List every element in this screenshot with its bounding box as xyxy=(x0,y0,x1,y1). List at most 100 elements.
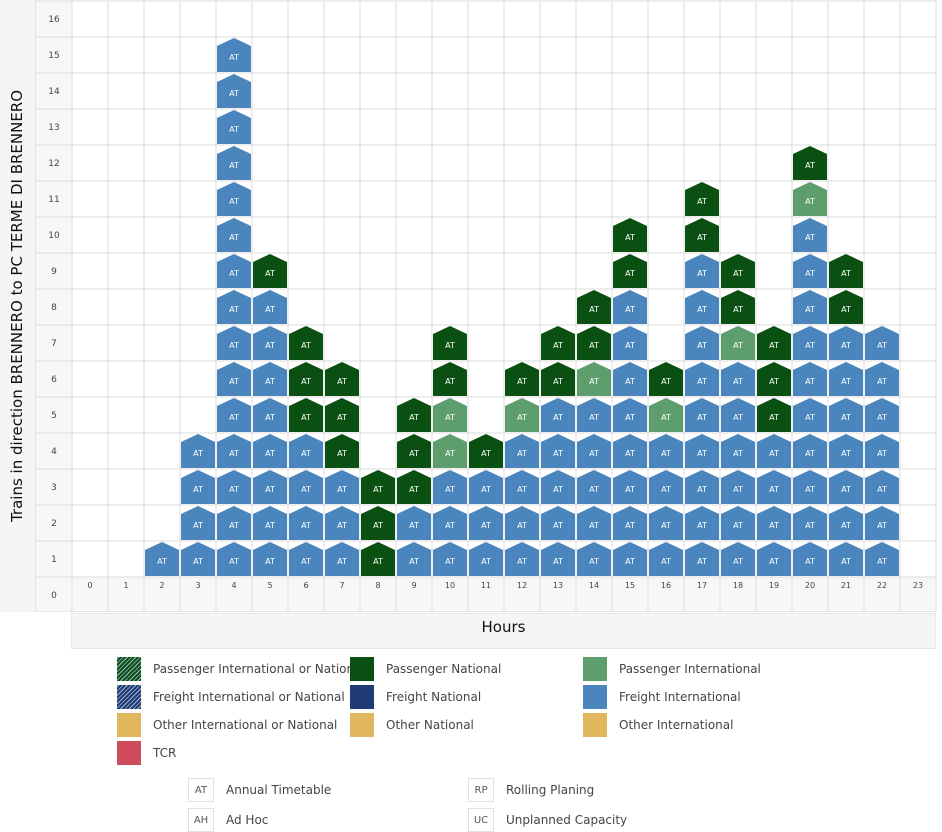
train-block[interactable]: AT xyxy=(217,146,251,180)
train-block[interactable]: AT xyxy=(469,506,503,540)
train-block[interactable]: AT xyxy=(469,434,503,468)
train-block[interactable]: AT xyxy=(865,542,899,576)
train-block[interactable]: AT xyxy=(145,542,179,576)
train-block[interactable]: AT xyxy=(577,290,611,324)
train-block[interactable]: AT xyxy=(541,470,575,504)
train-block[interactable]: AT xyxy=(577,542,611,576)
train-block[interactable]: AT xyxy=(217,38,251,72)
train-block[interactable]: AT xyxy=(505,506,539,540)
train-block[interactable]: AT xyxy=(325,434,359,468)
train-block[interactable]: AT xyxy=(469,542,503,576)
train-block[interactable]: AT xyxy=(253,254,287,288)
train-block[interactable]: AT xyxy=(685,218,719,252)
train-block[interactable]: AT xyxy=(865,506,899,540)
train-block[interactable]: AT xyxy=(721,506,755,540)
legend-item[interactable]: Freight International xyxy=(583,685,741,709)
train-block[interactable]: AT xyxy=(829,434,863,468)
train-block[interactable]: AT xyxy=(541,434,575,468)
train-block[interactable]: AT xyxy=(757,326,791,360)
train-block[interactable]: AT xyxy=(505,542,539,576)
train-block[interactable]: AT xyxy=(289,434,323,468)
train-block[interactable]: AT xyxy=(217,290,251,324)
train-block[interactable]: AT xyxy=(541,326,575,360)
train-block[interactable]: AT xyxy=(505,470,539,504)
train-block[interactable]: AT xyxy=(685,398,719,432)
train-block[interactable]: AT xyxy=(685,362,719,396)
train-block[interactable]: AT xyxy=(793,470,827,504)
train-block[interactable]: AT xyxy=(397,542,431,576)
train-block[interactable]: AT xyxy=(217,218,251,252)
train-block[interactable]: AT xyxy=(289,542,323,576)
train-block[interactable]: AT xyxy=(217,110,251,144)
train-block[interactable]: AT xyxy=(181,434,215,468)
train-block[interactable]: AT xyxy=(757,542,791,576)
train-block[interactable]: AT xyxy=(181,506,215,540)
train-block[interactable]: AT xyxy=(433,542,467,576)
train-block[interactable]: AT xyxy=(649,434,683,468)
legend-item[interactable]: Passenger International or National xyxy=(117,657,365,681)
train-block[interactable]: AT xyxy=(361,470,395,504)
legend-item[interactable]: Other International xyxy=(583,713,733,737)
train-block[interactable]: AT xyxy=(793,506,827,540)
train-block[interactable]: AT xyxy=(613,470,647,504)
train-block[interactable]: AT xyxy=(613,434,647,468)
train-block[interactable]: AT xyxy=(541,542,575,576)
train-block[interactable]: AT xyxy=(361,542,395,576)
train-block[interactable]: AT xyxy=(289,398,323,432)
train-block[interactable]: AT xyxy=(613,506,647,540)
train-block[interactable]: AT xyxy=(253,470,287,504)
train-block[interactable]: AT xyxy=(829,398,863,432)
train-block[interactable]: AT xyxy=(217,74,251,108)
train-block[interactable]: AT xyxy=(613,542,647,576)
train-block[interactable]: AT xyxy=(577,506,611,540)
train-block[interactable]: AT xyxy=(613,326,647,360)
train-block[interactable]: AT xyxy=(721,362,755,396)
train-block[interactable]: AT xyxy=(181,542,215,576)
train-block[interactable]: AT xyxy=(325,398,359,432)
train-block[interactable]: AT xyxy=(217,326,251,360)
train-block[interactable]: AT xyxy=(541,362,575,396)
train-block[interactable]: AT xyxy=(361,506,395,540)
train-block[interactable]: AT xyxy=(325,470,359,504)
train-block[interactable]: AT xyxy=(253,290,287,324)
train-block[interactable]: AT xyxy=(793,398,827,432)
train-block[interactable]: AT xyxy=(289,326,323,360)
train-block[interactable]: AT xyxy=(217,506,251,540)
train-block[interactable]: AT xyxy=(253,434,287,468)
train-block[interactable]: AT xyxy=(793,218,827,252)
train-block[interactable]: AT xyxy=(757,434,791,468)
train-block[interactable]: AT xyxy=(289,470,323,504)
train-block[interactable]: AT xyxy=(217,182,251,216)
train-block[interactable]: AT xyxy=(505,362,539,396)
train-block[interactable]: AT xyxy=(289,362,323,396)
train-block[interactable]: AT xyxy=(649,470,683,504)
train-block[interactable]: AT xyxy=(865,326,899,360)
train-block[interactable]: AT xyxy=(217,254,251,288)
train-block[interactable]: AT xyxy=(685,326,719,360)
train-block[interactable]: AT xyxy=(253,542,287,576)
train-block[interactable]: AT xyxy=(217,470,251,504)
train-block[interactable]: AT xyxy=(253,326,287,360)
train-block[interactable]: AT xyxy=(757,398,791,432)
train-block[interactable]: AT xyxy=(541,398,575,432)
train-block[interactable]: AT xyxy=(685,506,719,540)
train-block[interactable]: AT xyxy=(433,362,467,396)
legend-item[interactable]: Passenger National xyxy=(350,657,501,681)
train-block[interactable]: AT xyxy=(505,434,539,468)
train-block[interactable]: AT xyxy=(253,506,287,540)
train-block[interactable]: AT xyxy=(721,434,755,468)
train-block[interactable]: AT xyxy=(865,398,899,432)
train-block[interactable]: AT xyxy=(793,146,827,180)
train-block[interactable]: AT xyxy=(217,398,251,432)
train-block[interactable]: AT xyxy=(793,290,827,324)
train-block[interactable]: AT xyxy=(685,182,719,216)
train-block[interactable]: AT xyxy=(181,470,215,504)
legend-item[interactable]: TCR xyxy=(117,741,176,765)
train-block[interactable]: AT xyxy=(829,542,863,576)
train-block[interactable]: AT xyxy=(793,254,827,288)
train-block[interactable]: AT xyxy=(793,434,827,468)
train-block[interactable]: AT xyxy=(649,506,683,540)
train-block[interactable]: AT xyxy=(577,398,611,432)
train-block[interactable]: AT xyxy=(577,434,611,468)
train-block[interactable]: AT xyxy=(397,434,431,468)
